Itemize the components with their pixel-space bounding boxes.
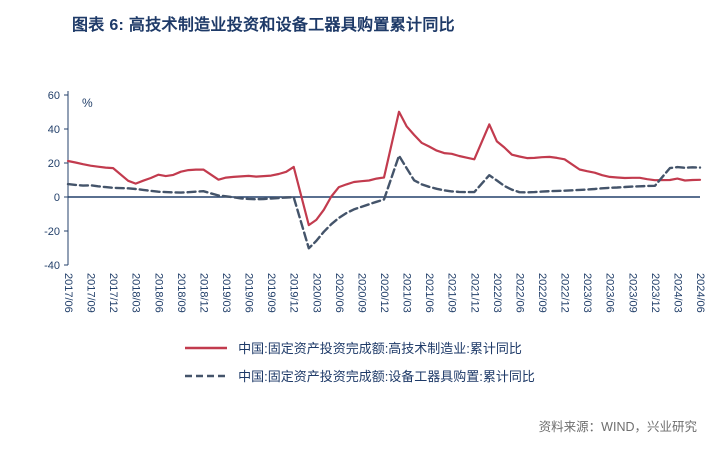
x-tick-label: 2020/12 (378, 273, 390, 313)
x-tick-label: 2020/03 (310, 273, 322, 313)
x-tick-label: 2024/03 (671, 273, 683, 313)
x-tick-label: 2021/09 (446, 273, 458, 313)
y-tick-label: 20 (48, 158, 60, 170)
y-tick-label: 60 (48, 90, 60, 102)
x-tick-label: 2021/03 (401, 273, 413, 313)
x-tick-label: 2023/12 (649, 273, 661, 313)
source-note: 资料来源：WIND，兴业研究 (538, 420, 697, 434)
legend-line-solid-icon (185, 346, 228, 349)
legend-label-equipment: 中国:固定资产投资完成额:设备工器具购置:累计同比 (238, 369, 535, 384)
legend-label-hightech: 中国:固定资产投资完成额:高技术制造业:累计同比 (238, 341, 522, 356)
x-tick-label: 2019/06 (243, 273, 255, 313)
legend-item-equipment: 中国:固定资产投资完成额:设备工器具购置:累计同比 (184, 366, 535, 385)
y-tick-label: 40 (48, 124, 60, 136)
x-tick-label: 2022/06 (513, 273, 525, 313)
x-tick-label: 2023/09 (626, 273, 638, 313)
x-tick-label: 2017/09 (85, 273, 97, 313)
y-tick-label: -40 (44, 260, 60, 272)
x-tick-label: 2018/12 (197, 273, 209, 313)
x-tick-label: 2022/12 (559, 273, 571, 313)
x-tick-label: 2020/09 (355, 273, 367, 313)
x-tick-label: 2018/09 (175, 273, 187, 313)
x-tick-label: 2023/06 (604, 273, 616, 313)
legend-item-hightech: 中国:固定资产投资完成额:高技术制造业:累计同比 (184, 338, 522, 357)
x-tick-label: 2019/12 (288, 273, 300, 313)
x-tick-label: 2021/12 (468, 273, 480, 313)
x-tick-label: 2024/06 (694, 273, 706, 313)
x-tick-label: 2019/03 (220, 273, 232, 313)
y-tick-label: 0 (54, 192, 60, 204)
x-tick-label: 2017/06 (62, 273, 74, 313)
line-chart: 60 40 20 0 -20 -40% 2017/06 2017/09 2017/12 2018/… (44, 90, 706, 313)
x-tick-label: 2017/12 (107, 273, 119, 313)
x-tick-label: 2022/09 (536, 273, 548, 313)
x-tick-label: 2020/06 (333, 273, 345, 313)
unit-label: % (82, 96, 93, 110)
x-tick-label: 2022/03 (491, 273, 503, 313)
x-tick-label: 2018/03 (130, 273, 142, 313)
legend-line-dashed-icon (185, 374, 228, 377)
series-line-0 (66, 110, 702, 227)
x-tick-label: 2019/09 (265, 273, 277, 313)
y-tick-label: -20 (44, 226, 60, 238)
page-title: 图表 6: 高技术制造业投资和设备工器具购置累计同比 (72, 17, 455, 34)
x-tick-label: 2018/06 (152, 273, 164, 313)
x-tick-label: 2021/06 (423, 273, 435, 313)
series-line-1 (66, 154, 702, 250)
chart-legend: 中国:固定资产投资完成额:高技术制造业:累计同比 中国:固定资产投资完成额:设备… (0, 338, 719, 385)
x-tick-label: 2023/03 (581, 273, 593, 313)
